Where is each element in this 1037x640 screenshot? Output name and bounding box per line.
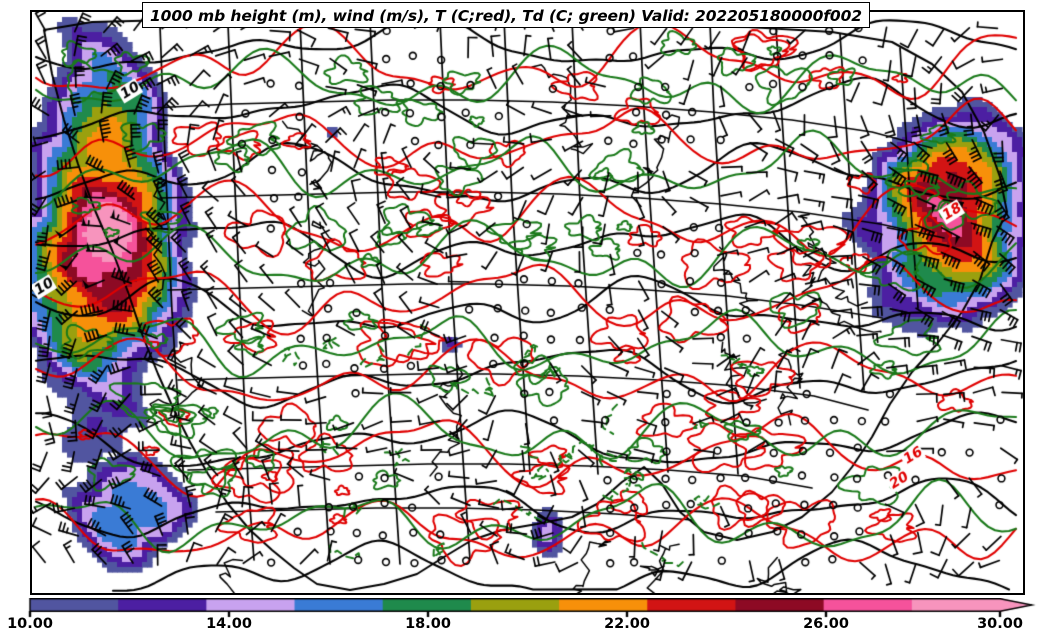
map-canvas — [32, 12, 1023, 593]
colorbar-tick-label: 22.00 — [604, 616, 650, 632]
map-title-box: 1000 mb height (m), wind (m/s), T (C;red… — [142, 2, 870, 28]
map-plot-area[interactable] — [30, 10, 1025, 595]
colorbar-tick-label: 18.00 — [405, 616, 451, 632]
colorbar-canvas — [0, 598, 1037, 618]
page-title: 1000 mb height (m), wind (m/s), T (C;red… — [150, 7, 862, 25]
colorbar-tick-label: 14.00 — [206, 616, 252, 632]
colorbar[interactable]: 10.00 14.00 18.00 22.00 26.00 30.00 — [0, 598, 1037, 640]
colorbar-tick-label: 30.00 — [977, 616, 1023, 632]
colorbar-tick-label: 26.00 — [803, 616, 849, 632]
colorbar-tick-label: 10.00 — [7, 616, 53, 632]
